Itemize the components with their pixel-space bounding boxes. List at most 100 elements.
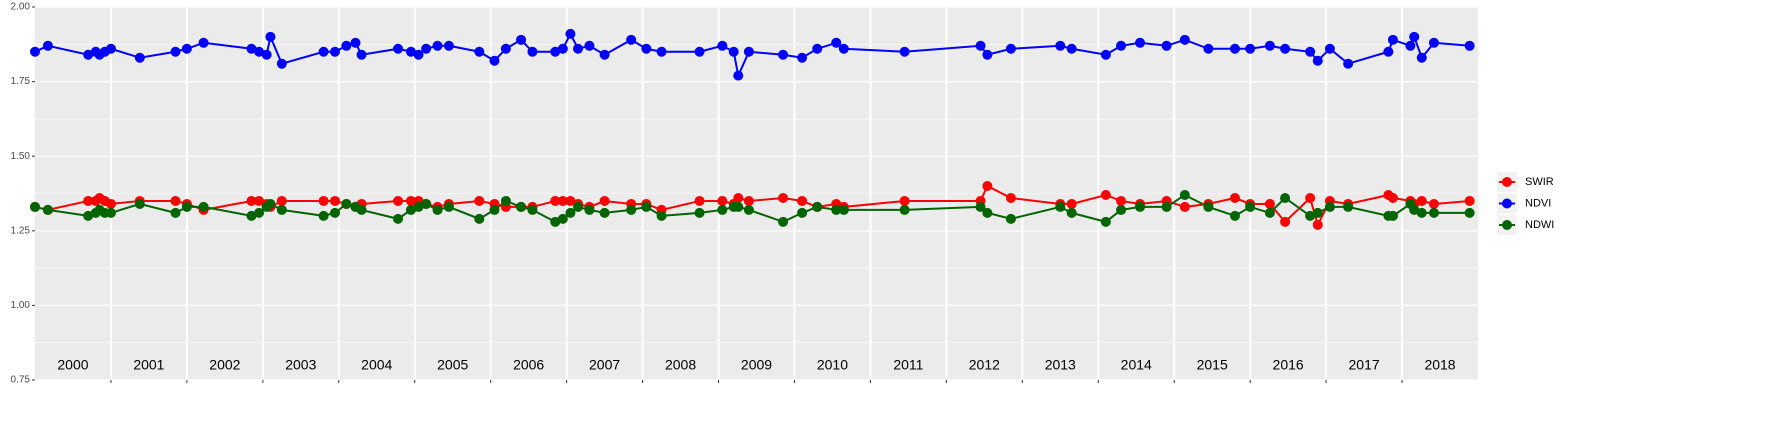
point — [170, 46, 181, 57]
y-tick-label: 1.00 — [11, 300, 31, 311]
point — [1055, 201, 1066, 212]
point — [1245, 201, 1256, 212]
point — [717, 40, 728, 51]
point — [626, 34, 637, 45]
point — [656, 210, 667, 221]
point — [778, 192, 789, 203]
point — [276, 195, 287, 206]
point — [641, 43, 652, 54]
point — [1305, 46, 1316, 57]
point — [432, 204, 443, 215]
year-label: 2015 — [1197, 357, 1228, 373]
legend-point — [1502, 177, 1512, 187]
point — [584, 40, 595, 51]
point — [527, 204, 538, 215]
point — [265, 31, 276, 42]
point — [30, 46, 40, 57]
point — [1305, 210, 1316, 221]
point — [1387, 34, 1398, 45]
year-label: 2006 — [513, 357, 544, 373]
point — [1100, 216, 1111, 227]
point — [254, 195, 265, 206]
year-label: 2009 — [741, 357, 772, 373]
point — [899, 46, 910, 57]
point — [1066, 207, 1077, 218]
legend-point — [1502, 198, 1512, 209]
point — [329, 195, 340, 206]
year-label: 2016 — [1273, 357, 1304, 373]
point — [1409, 31, 1420, 42]
point — [1055, 40, 1066, 51]
point — [1312, 219, 1323, 230]
point — [405, 204, 416, 215]
point — [1280, 192, 1291, 203]
point — [812, 43, 823, 54]
point — [1428, 207, 1439, 218]
point — [1464, 207, 1475, 218]
point — [356, 204, 367, 215]
point — [181, 201, 192, 212]
point — [1343, 201, 1354, 212]
year-label: 2017 — [1349, 357, 1380, 373]
point — [1312, 55, 1323, 66]
point — [1280, 216, 1291, 227]
point — [1100, 49, 1111, 60]
point — [1312, 207, 1323, 218]
point — [83, 210, 94, 221]
legend-label: NDWI — [1525, 219, 1554, 231]
point — [743, 195, 754, 206]
point — [134, 52, 145, 63]
point — [733, 70, 744, 81]
point — [1161, 201, 1172, 212]
y-tick-label: 0.75 — [11, 375, 31, 386]
point — [105, 198, 116, 209]
point — [1203, 201, 1214, 212]
point — [1066, 43, 1077, 54]
year-label: 2012 — [969, 357, 1000, 373]
point — [1245, 43, 1256, 54]
point — [565, 195, 576, 206]
point — [170, 195, 181, 206]
year-label: 2000 — [57, 357, 88, 373]
point — [30, 201, 40, 212]
year-label: 2010 — [817, 357, 848, 373]
point — [584, 204, 595, 215]
point — [1428, 37, 1439, 48]
point — [599, 195, 610, 206]
y-tick-label: 1.75 — [11, 76, 31, 87]
point — [489, 204, 500, 215]
point — [1416, 195, 1427, 206]
year-label: 2002 — [209, 357, 240, 373]
point — [516, 34, 527, 45]
point — [276, 204, 287, 215]
point — [1203, 43, 1214, 54]
point — [573, 43, 584, 54]
point — [1416, 207, 1427, 218]
point — [1405, 40, 1416, 51]
point — [694, 46, 705, 57]
point — [350, 37, 361, 48]
point — [246, 210, 257, 221]
point — [393, 195, 404, 206]
point — [982, 207, 993, 218]
point — [1428, 198, 1439, 209]
point — [265, 198, 276, 209]
point — [1161, 40, 1172, 51]
point — [356, 49, 367, 60]
point — [778, 49, 789, 60]
point — [573, 201, 584, 212]
point — [641, 201, 652, 212]
point — [1383, 46, 1394, 57]
point — [733, 192, 744, 203]
legend-label: NDVI — [1525, 197, 1551, 209]
point — [565, 207, 576, 218]
point — [1179, 189, 1190, 200]
point — [198, 37, 209, 48]
point — [797, 207, 808, 218]
point — [1343, 58, 1354, 69]
point — [1305, 192, 1316, 203]
point — [550, 195, 561, 206]
point — [717, 195, 728, 206]
year-label: 2001 — [133, 357, 164, 373]
